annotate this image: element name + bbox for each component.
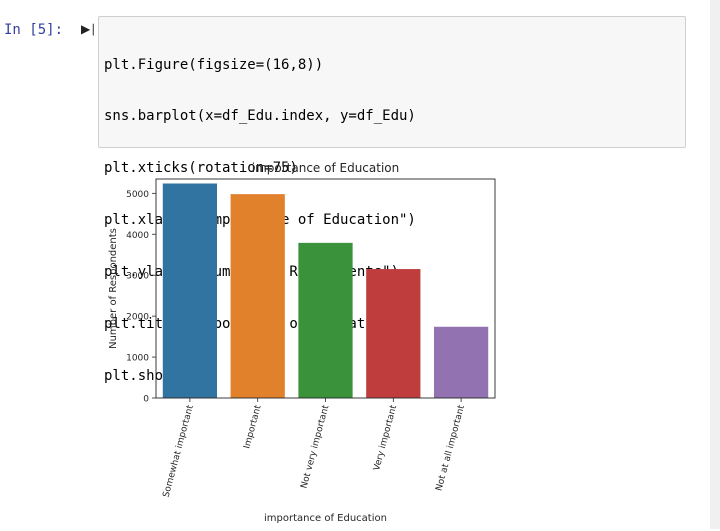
x-tick-label: Not at all important <box>434 404 467 492</box>
y-axis-label: Number of Respondents <box>108 228 119 349</box>
y-tick-label: 4000 <box>126 231 149 241</box>
cell-prompt: In [5]: <box>4 22 64 38</box>
bar <box>298 242 353 398</box>
code-line: sns.barplot(x=df_Edu.index, y=df_Edu) <box>104 108 416 125</box>
x-tick-label: Very important <box>372 404 399 472</box>
y-tick-label: 3000 <box>126 272 149 282</box>
x-tick-label: Somewhat important <box>162 404 196 499</box>
bar <box>366 269 421 398</box>
chart-title: importance of Education <box>252 161 400 175</box>
bar <box>162 183 218 398</box>
x-tick-label: Not very important <box>300 404 332 490</box>
chart-output: importance of Education 0 1000 2000 3000 4000… <box>100 155 520 531</box>
x-tick-label: Important <box>242 404 263 450</box>
code-line: plt.Figure(figsize=(16,8)) <box>104 56 324 73</box>
bar <box>433 326 489 398</box>
x-axis-label: importance of Education <box>264 513 387 524</box>
y-tick-label: 0 <box>143 395 149 405</box>
bar <box>230 194 285 398</box>
page-scrollbar[interactable] <box>710 0 720 529</box>
y-tick-label: 1000 <box>126 354 149 364</box>
code-line: plt.xticks(rotation=75) <box>104 160 298 177</box>
run-cell-icon[interactable]: ▶∣ <box>81 22 97 36</box>
code-cell[interactable]: plt.Figure(figsize=(16,8)) sns.barplot(x… <box>98 16 686 384</box>
bar-chart: importance of Education 0 1000 2000 3000 4000… <box>108 161 496 524</box>
y-tick-label: 5000 <box>126 190 149 200</box>
y-tick-label: 2000 <box>126 313 149 323</box>
